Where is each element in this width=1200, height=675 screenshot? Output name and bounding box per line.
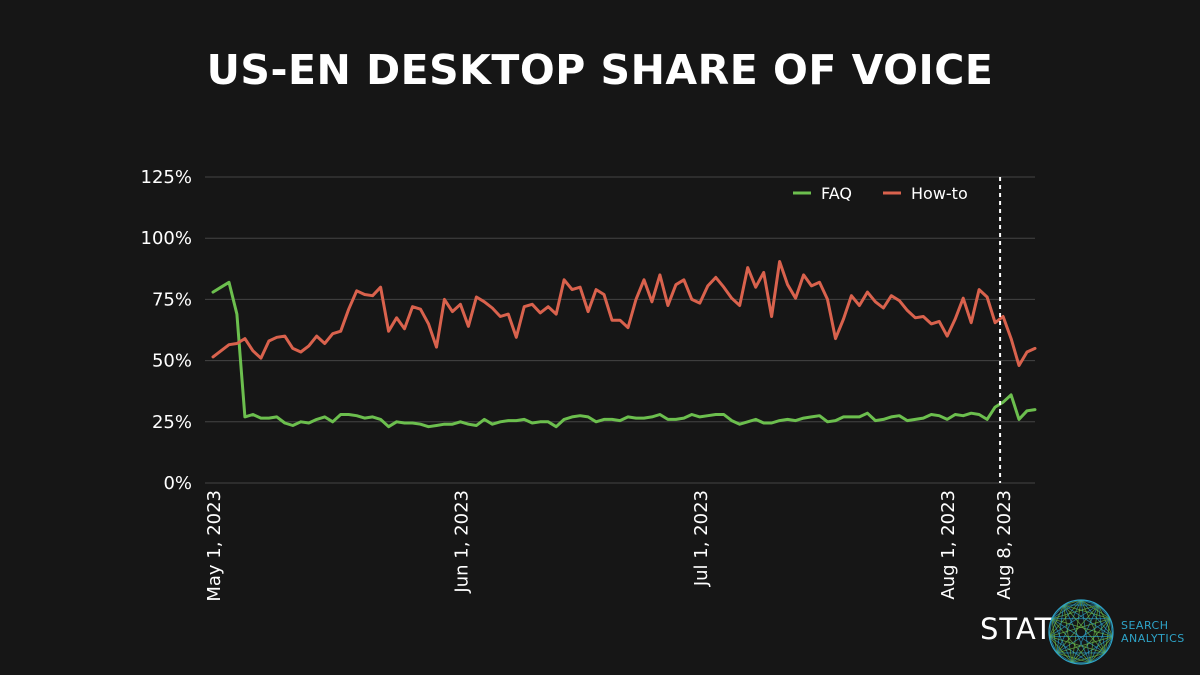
x-tick-label: May 1, 2023 <box>204 490 225 602</box>
y-tick-label: 50% <box>152 351 192 372</box>
y-tick-label: 125% <box>141 167 192 188</box>
logo-sub-line1: SEARCH <box>1121 619 1169 632</box>
x-tick-label: Aug 8, 2023 <box>994 490 1015 600</box>
y-tick-label: 25% <box>152 412 192 433</box>
y-tick-label: 0% <box>163 473 192 494</box>
y-tick-label: 75% <box>152 289 192 310</box>
legend-label: How-to <box>911 184 968 203</box>
y-axis-ticks: 0% 25% 50% 75% 100% 125% <box>141 167 192 494</box>
x-tick-label: Jul 1, 2023 <box>691 490 712 587</box>
series-line-how-to <box>211 260 1037 367</box>
logo-sub-line2: ANALYTICS <box>1121 632 1185 645</box>
chart-title: US-EN DESKTOP SHARE OF VOICE <box>206 46 994 94</box>
network-icon <box>1048 599 1114 665</box>
series-line-faq <box>211 280 1037 429</box>
x-tick-label: Jun 1, 2023 <box>451 490 472 594</box>
legend-label: FAQ <box>821 184 852 203</box>
stat-logo: STAT SEARCH ANALYTICS <box>980 598 1190 666</box>
logo-wordmark: STAT <box>980 612 1054 646</box>
legend: FAQ How-to <box>793 184 968 203</box>
series-group <box>211 260 1037 429</box>
gridlines <box>205 176 1035 484</box>
y-tick-label: 100% <box>141 228 192 249</box>
x-tick-label: Aug 1, 2023 <box>938 490 959 600</box>
x-axis-ticks: May 1, 2023 Jun 1, 2023 Jul 1, 2023 Aug 1, … <box>204 490 1015 602</box>
logo-subtitle: SEARCH ANALYTICS <box>1121 619 1185 645</box>
